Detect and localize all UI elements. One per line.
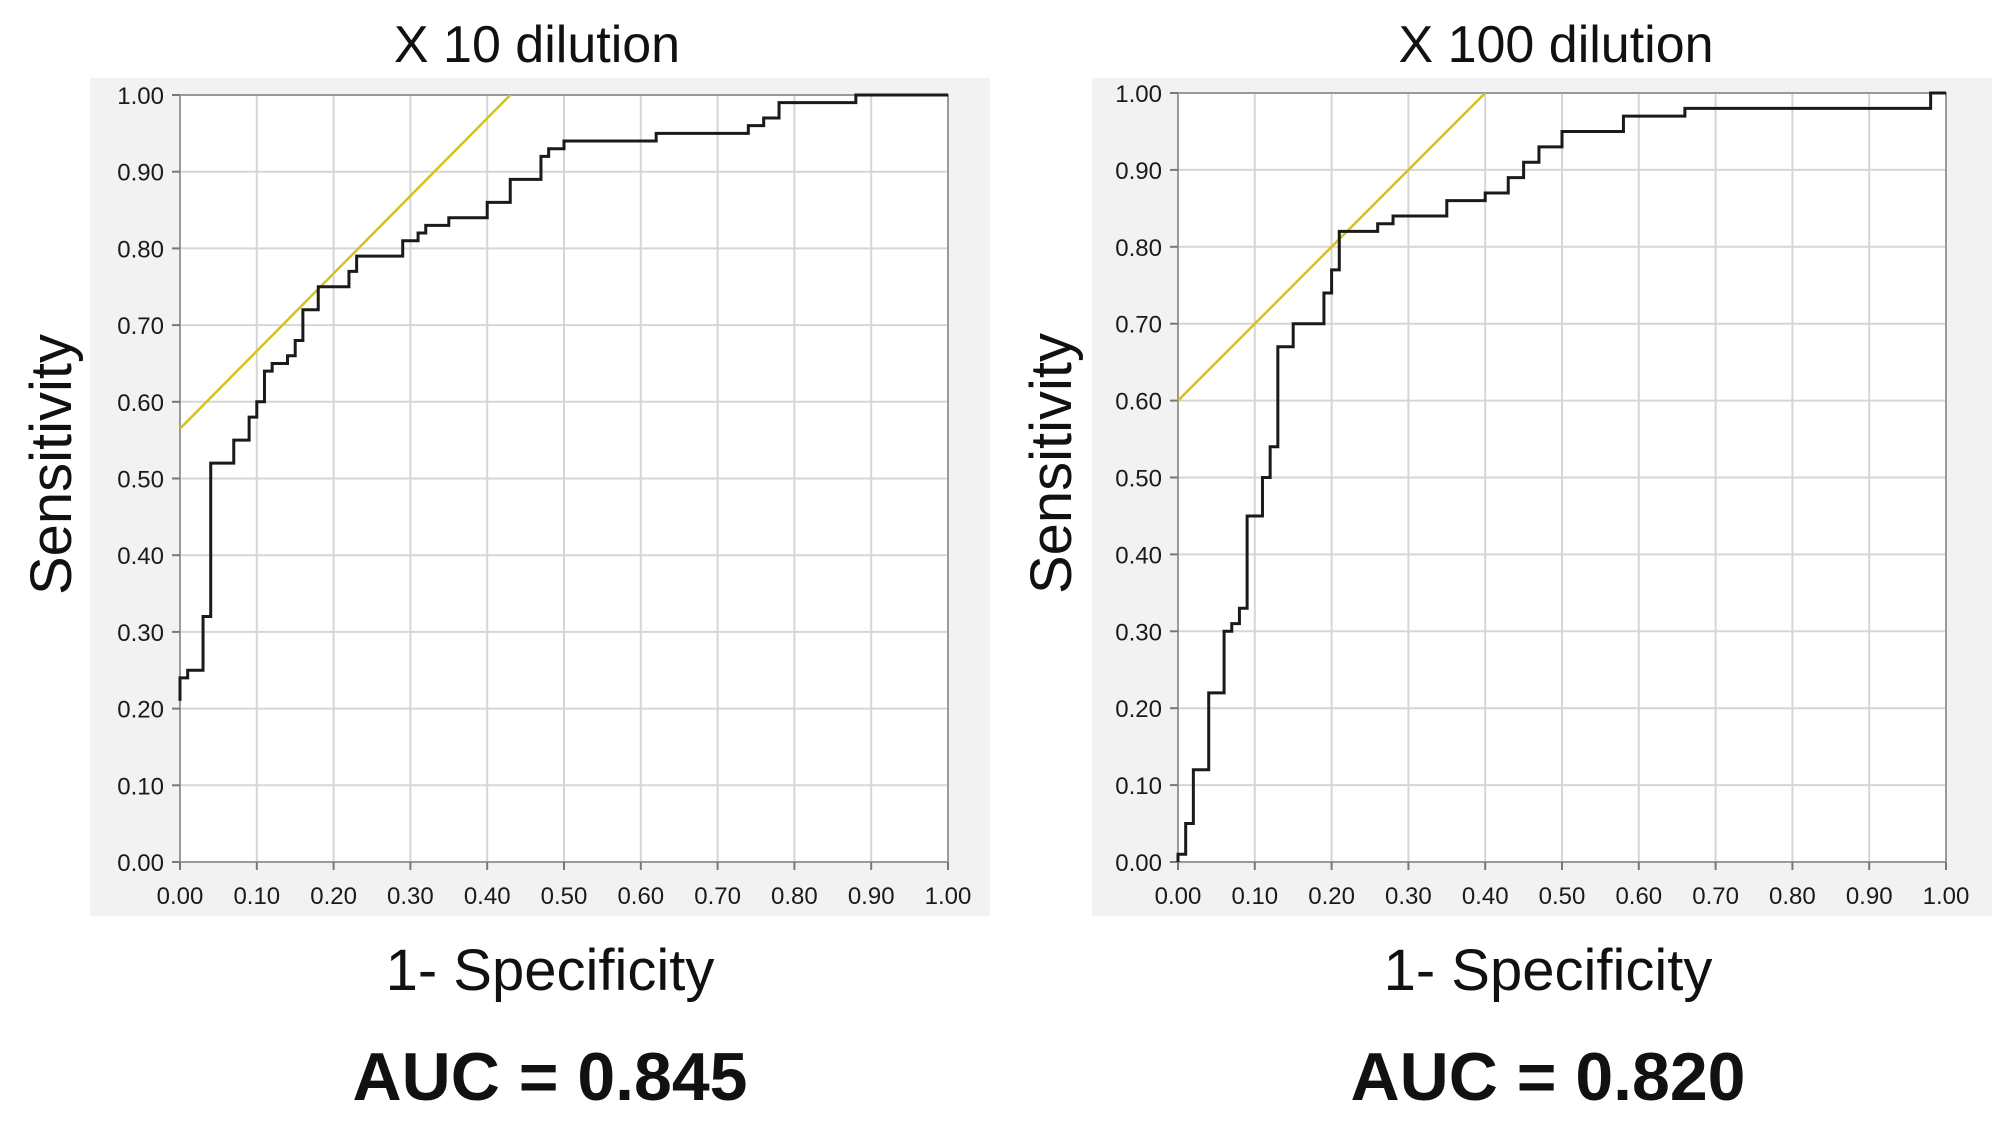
x-tick-label: 0.40 bbox=[464, 883, 511, 910]
x-tick-label: 0.00 bbox=[1155, 883, 1202, 910]
y-tick-label: 0.20 bbox=[1115, 696, 1162, 723]
x-axis-label: 1- Specificity bbox=[1384, 938, 1713, 1003]
x-tick-label: 0.40 bbox=[1462, 883, 1509, 910]
y-tick-label: 0.60 bbox=[117, 390, 164, 417]
x-tick-label: 0.10 bbox=[233, 883, 280, 910]
x-tick-label: 0.90 bbox=[1846, 883, 1893, 910]
y-tick-label: 0.00 bbox=[117, 850, 164, 877]
y-axis-label: Sensitivity bbox=[19, 334, 84, 595]
roc-panel-x100: 0.00 0.10 0.20 0.30 0.40 0.50 0.60 0.70 0.80 0.90… bbox=[1000, 0, 2000, 1123]
reference-tangent-line bbox=[1178, 93, 1487, 402]
x-tick-label: 0.60 bbox=[1615, 883, 1662, 910]
y-tick-label: 0.00 bbox=[1115, 850, 1162, 877]
y-tick-label: 0.20 bbox=[117, 697, 164, 724]
roc-chart-x10: 0.00 0.10 0.20 0.30 0.40 0.50 0.60 0.70 0.80 0.90… bbox=[19, 16, 990, 1115]
y-tick-label: 0.30 bbox=[117, 620, 164, 647]
x-tick-label: 0.30 bbox=[1385, 883, 1432, 910]
x-tick-label: 0.20 bbox=[1308, 883, 1355, 910]
y-tick-label: 0.50 bbox=[1115, 466, 1162, 493]
y-tick-label: 0.10 bbox=[117, 773, 164, 800]
y-tick-label: 0.30 bbox=[1115, 619, 1162, 646]
y-tick-label: 1.00 bbox=[1115, 81, 1162, 108]
y-tick-label: 1.00 bbox=[117, 83, 164, 110]
x-tick-label: 0.10 bbox=[1231, 883, 1278, 910]
x-tick-label: 0.80 bbox=[771, 883, 818, 910]
x-tick-label: 0.30 bbox=[387, 883, 434, 910]
y-tick-label: 0.80 bbox=[1115, 235, 1162, 262]
x-tick-label: 1.00 bbox=[925, 883, 972, 910]
y-tick-label: 0.40 bbox=[117, 543, 164, 570]
x-tick-label: 0.20 bbox=[310, 883, 357, 910]
y-tick-label: 0.70 bbox=[117, 313, 164, 340]
chart-title: X 10 dilution bbox=[394, 16, 680, 74]
roc-curve bbox=[1176, 91, 1946, 862]
x-tick-label: 0.50 bbox=[1539, 883, 1586, 910]
x-tick-label: 0.80 bbox=[1769, 883, 1816, 910]
reference-tangent-line bbox=[180, 95, 512, 430]
x-tick-label: 0.70 bbox=[694, 883, 741, 910]
y-tick-label: 0.70 bbox=[1115, 312, 1162, 339]
auc-annotation: AUC = 0.845 bbox=[353, 1039, 748, 1115]
roc-chart-x100: 0.00 0.10 0.20 0.30 0.40 0.50 0.60 0.70 0.80 0.90… bbox=[1019, 16, 1992, 1115]
roc-panel-x10: 0.00 0.10 0.20 0.30 0.40 0.50 0.60 0.70 0.80 0.90… bbox=[19, 16, 990, 1115]
y-tick-label: 0.10 bbox=[1115, 773, 1162, 800]
x-tick-label: 0.50 bbox=[541, 883, 588, 910]
y-tick-label: 0.80 bbox=[117, 236, 164, 263]
chart-title: X 100 dilution bbox=[1398, 16, 1713, 74]
roc-curve bbox=[178, 93, 948, 701]
x-tick-label: 0.90 bbox=[848, 883, 895, 910]
x-tick-label: 0.70 bbox=[1692, 883, 1739, 910]
y-tick-label: 0.50 bbox=[117, 467, 164, 494]
x-axis-label: 1- Specificity bbox=[386, 938, 715, 1003]
auc-annotation: AUC = 0.820 bbox=[1351, 1039, 1746, 1115]
y-tick-label: 0.90 bbox=[117, 160, 164, 187]
x-tick-label: 1.00 bbox=[1923, 883, 1970, 910]
y-axis-label: Sensitivity bbox=[1019, 333, 1084, 594]
x-tick-label: 0.60 bbox=[617, 883, 664, 910]
x-tick-label: 0.00 bbox=[157, 883, 204, 910]
y-tick-label: 0.60 bbox=[1115, 389, 1162, 416]
y-tick-label: 0.90 bbox=[1115, 158, 1162, 185]
y-tick-label: 0.40 bbox=[1115, 542, 1162, 569]
